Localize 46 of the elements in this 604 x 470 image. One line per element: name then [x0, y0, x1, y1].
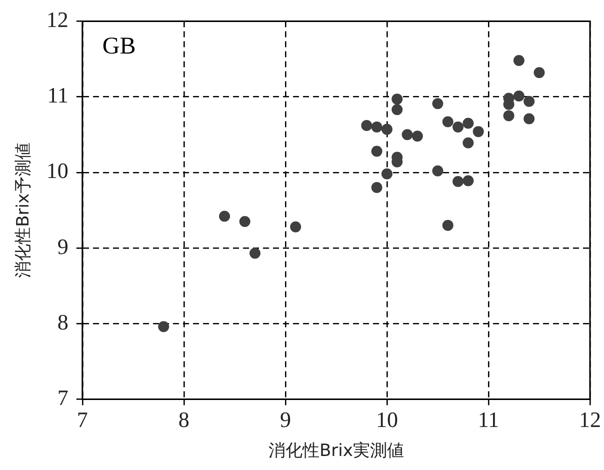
point	[462, 175, 474, 186]
point	[158, 321, 170, 332]
point	[462, 118, 474, 129]
x-tick-label: 7	[76, 407, 88, 432]
point	[442, 116, 454, 128]
point	[219, 210, 230, 222]
point	[513, 90, 524, 102]
point	[452, 122, 464, 133]
point	[371, 122, 382, 133]
x-tick-label: 8	[178, 407, 190, 432]
point	[392, 94, 403, 105]
y-tick-label: 10	[46, 158, 68, 184]
point	[524, 113, 535, 124]
point	[534, 67, 545, 78]
point	[452, 176, 464, 187]
y-tick-label: 12	[46, 6, 68, 32]
y-tick-label: 9	[57, 234, 68, 259]
point	[371, 182, 382, 194]
x-tick-label: 10	[376, 407, 398, 432]
point	[432, 165, 444, 176]
annotation: GB	[102, 33, 136, 60]
x-tick-label: 11	[478, 407, 500, 432]
point	[371, 146, 382, 157]
point	[402, 129, 413, 140]
point	[412, 130, 423, 142]
point	[462, 137, 474, 148]
point	[503, 110, 514, 122]
point	[361, 120, 372, 132]
x-tick-label: 12	[579, 407, 601, 432]
y-tick-label: 8	[57, 309, 68, 334]
point	[442, 220, 454, 231]
y-tick-label: 11	[47, 82, 68, 108]
point	[513, 55, 524, 66]
x-tick-label: 9	[280, 407, 291, 432]
point	[524, 96, 535, 107]
point	[381, 124, 392, 135]
x-axis-title: 消化性Brix実測値	[268, 441, 404, 462]
point	[392, 104, 403, 116]
y-axis-title: 消化性Brix予測値	[14, 142, 34, 278]
point	[432, 98, 444, 110]
point	[239, 216, 250, 228]
point	[249, 248, 260, 259]
point	[472, 126, 484, 138]
point	[381, 168, 392, 180]
point	[290, 221, 302, 232]
y-tick-label: 7	[57, 384, 68, 410]
